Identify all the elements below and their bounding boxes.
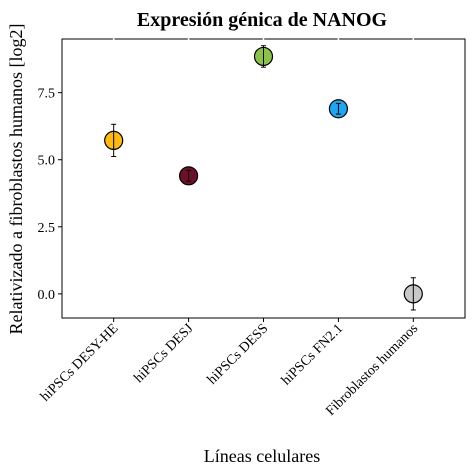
x-category-label: hiPSCs DESJ	[132, 321, 197, 386]
y-tick-label: 7.5	[38, 87, 56, 102]
x-category-label: hiPSCs DESS	[205, 321, 271, 387]
y-tick-label: 0.0	[38, 288, 56, 303]
error-bars	[111, 45, 416, 311]
y-axis: 0.0 2.5 5.0 7.5	[38, 87, 62, 303]
y-tick-label: 5.0	[38, 154, 56, 169]
plot-panel	[61, 38, 466, 319]
x-category-label: hiPSCs DESY-HE	[38, 321, 122, 405]
chart-title: Expresión génica de NANOG	[137, 9, 388, 31]
x-axis: hiPSCs DESY-HE hiPSCs DESJ hiPSCs DESS hiPS…	[38, 38, 421, 419]
y-tick-label: 2.5	[38, 221, 56, 236]
y-axis-title: Relativizado a fibroblastos humanos [log…	[6, 24, 26, 335]
x-category-label: hiPSCs FN2.1	[279, 321, 346, 388]
data-points	[104, 46, 423, 304]
x-axis-title: Líneas celulares	[204, 446, 320, 466]
